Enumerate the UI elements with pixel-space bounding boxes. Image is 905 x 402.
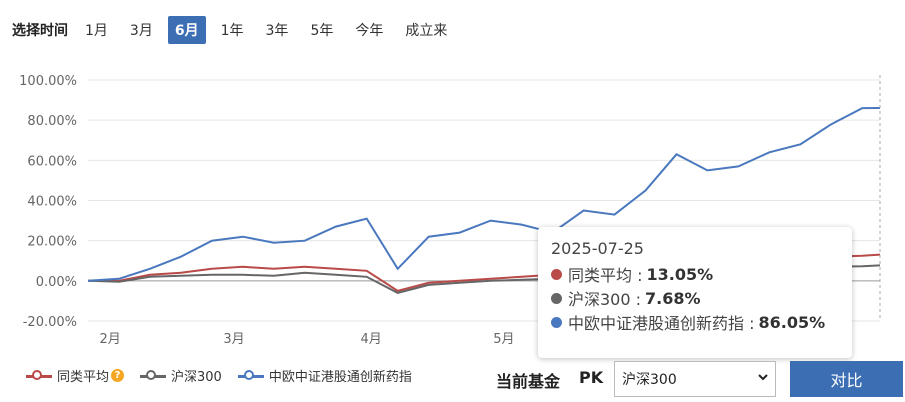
legend-item-hs300[interactable]: 沪深300	[140, 366, 222, 385]
benchmark-select[interactable]: 沪深300	[614, 361, 776, 397]
legend-label: 沪深300	[171, 370, 222, 385]
pk-label: PK	[579, 368, 604, 387]
x-tick-label: 4月	[361, 332, 382, 347]
chart-tooltip: 2025-07-25 同类平均 : 13.05% 沪深300 : 7.68% 中…	[538, 227, 852, 358]
performance-chart: -20.00% 0.00% 20.00% 40.00% 60.00% 80.00% 100.…	[19, 74, 881, 347]
y-tick-label: 20.00%	[27, 235, 77, 250]
period-option-5y[interactable]: 5年	[310, 23, 334, 39]
tooltip-row-hs300: 沪深300 : 7.68%	[551, 286, 852, 310]
period-selector: 选择时间 1月 3月 6月 1年 3年 5年 今年 成立来	[0, 14, 462, 46]
benchmark-select-value: 沪深300	[622, 372, 677, 388]
tooltip-row-fund: 中欧中证港股通创新药指 : 86.05%	[551, 310, 852, 334]
period-option-1m[interactable]: 1月	[85, 23, 108, 39]
period-label: 选择时间	[12, 23, 68, 39]
legend-line-marker-icon	[237, 369, 264, 382]
y-tick-label: 0.00%	[36, 275, 77, 290]
tooltip-label: 中欧中证港股通创新药指 :	[568, 314, 755, 333]
peer-avg-dot-icon	[551, 268, 562, 280]
tooltip-row-peer-avg: 同类平均 : 13.05%	[551, 262, 852, 286]
help-icon[interactable]: ?	[111, 369, 125, 382]
y-tick-label: 100.00%	[19, 74, 77, 89]
legend-label: 中欧中证港股通创新药指	[268, 370, 412, 385]
tooltip-value: 86.05%	[758, 312, 826, 332]
period-option-6m[interactable]: 6月	[167, 16, 206, 44]
period-option-ytd[interactable]: 今年	[355, 23, 384, 39]
period-option-3m[interactable]: 3月	[129, 23, 153, 39]
tooltip-value: 7.68%	[645, 288, 701, 308]
x-tick-label: 2月	[99, 332, 120, 347]
fund-dot-icon	[551, 316, 562, 328]
tooltip-value: 13.05%	[646, 264, 714, 284]
y-tick-label: 60.00%	[27, 154, 77, 169]
y-tick-label: 80.00%	[27, 114, 77, 129]
period-option-inception[interactable]: 成立来	[405, 23, 448, 39]
legend-item-fund[interactable]: 中欧中证港股通创新药指	[237, 366, 412, 385]
tooltip-date: 2025-07-25	[551, 239, 644, 258]
period-option-1y[interactable]: 1年	[220, 23, 244, 39]
current-fund-label: 当前基金	[496, 372, 561, 391]
series-line-2	[87, 107, 881, 282]
legend-line-marker-icon	[140, 369, 167, 382]
legend-item-peer-avg[interactable]: 同类平均 ?	[26, 366, 125, 385]
legend-line-marker-icon	[26, 369, 52, 382]
y-tick-label: 40.00%	[27, 195, 77, 210]
hs300-dot-icon	[551, 292, 562, 304]
x-tick-label: 3月	[223, 332, 244, 347]
tooltip-label: 沪深300 :	[568, 290, 642, 309]
chevron-down-icon	[757, 371, 769, 387]
compare-button[interactable]: 对比	[790, 361, 903, 397]
x-tick-label: 5月	[493, 332, 514, 347]
chart-legend: 同类平均 ? 沪深300 中欧中证港股通创新药指	[26, 366, 428, 385]
y-tick-label: -20.00%	[23, 315, 77, 330]
legend-label: 同类平均	[57, 370, 110, 385]
period-option-3y[interactable]: 3年	[265, 23, 289, 39]
tooltip-label: 同类平均 :	[568, 266, 643, 285]
